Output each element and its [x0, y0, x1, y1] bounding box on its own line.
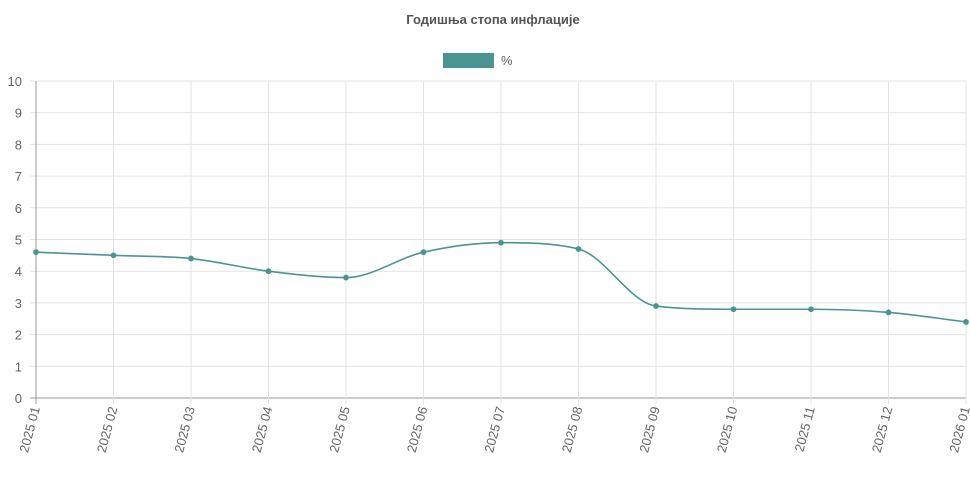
legend-swatch	[443, 53, 494, 68]
y-axis: 0 1 2 3 4 5 6 7 8 9 10	[8, 74, 22, 406]
x-axis: 2025 01 2025 02 2025 03 2025 04 2025 05 2025 …	[16, 405, 970, 454]
data-point[interactable]	[33, 249, 39, 256]
data-point[interactable]	[653, 303, 659, 309]
y-tick-label: 1	[15, 359, 22, 374]
x-tick-label: 2025 01	[16, 405, 43, 454]
y-tick-label: 3	[15, 296, 22, 311]
data-point[interactable]	[420, 249, 427, 256]
x-tick-label: 2025 11	[791, 405, 817, 453]
x-tick-label: 2026 01	[946, 405, 970, 454]
y-tick-label: 5	[15, 233, 22, 248]
series-layer	[33, 239, 969, 325]
x-tick-label: 2025 05	[326, 405, 353, 454]
y-tick-label: 0	[15, 391, 22, 406]
x-tick-label: 2025 04	[249, 405, 276, 454]
data-point[interactable]	[885, 309, 892, 316]
data-point[interactable]	[963, 319, 969, 325]
data-point[interactable]	[498, 239, 504, 246]
y-tick-label: 4	[15, 264, 22, 279]
y-tick-label: 10	[8, 74, 22, 89]
legend[interactable]: %	[443, 53, 513, 68]
x-tick-label: 2025 12	[869, 405, 896, 454]
y-tick-label: 6	[15, 201, 22, 216]
chart-title: Годишња стопа инфлације	[406, 12, 579, 27]
x-tick-label: 2025 07	[481, 405, 508, 454]
y-tick-label: 7	[15, 169, 22, 184]
data-point[interactable]	[343, 274, 349, 281]
data-point[interactable]	[110, 252, 117, 259]
data-point[interactable]	[265, 268, 272, 275]
data-point[interactable]	[188, 255, 194, 262]
data-point[interactable]	[808, 306, 814, 313]
x-tick-label: 2025 02	[94, 405, 121, 454]
data-point[interactable]	[730, 306, 737, 313]
x-tick-label: 2025 06	[404, 405, 431, 454]
x-tick-label: 2025 03	[171, 405, 198, 454]
x-tick-label: 2025 10	[714, 405, 741, 454]
x-tick-label: 2025 08	[559, 405, 586, 454]
y-tick-label: 8	[15, 137, 22, 152]
y-tick-label: 9	[15, 106, 22, 121]
x-tick-label: 2025 09	[636, 405, 663, 454]
y-tick-label: 2	[15, 328, 22, 343]
legend-label: %	[501, 53, 513, 68]
data-point[interactable]	[575, 246, 582, 252]
